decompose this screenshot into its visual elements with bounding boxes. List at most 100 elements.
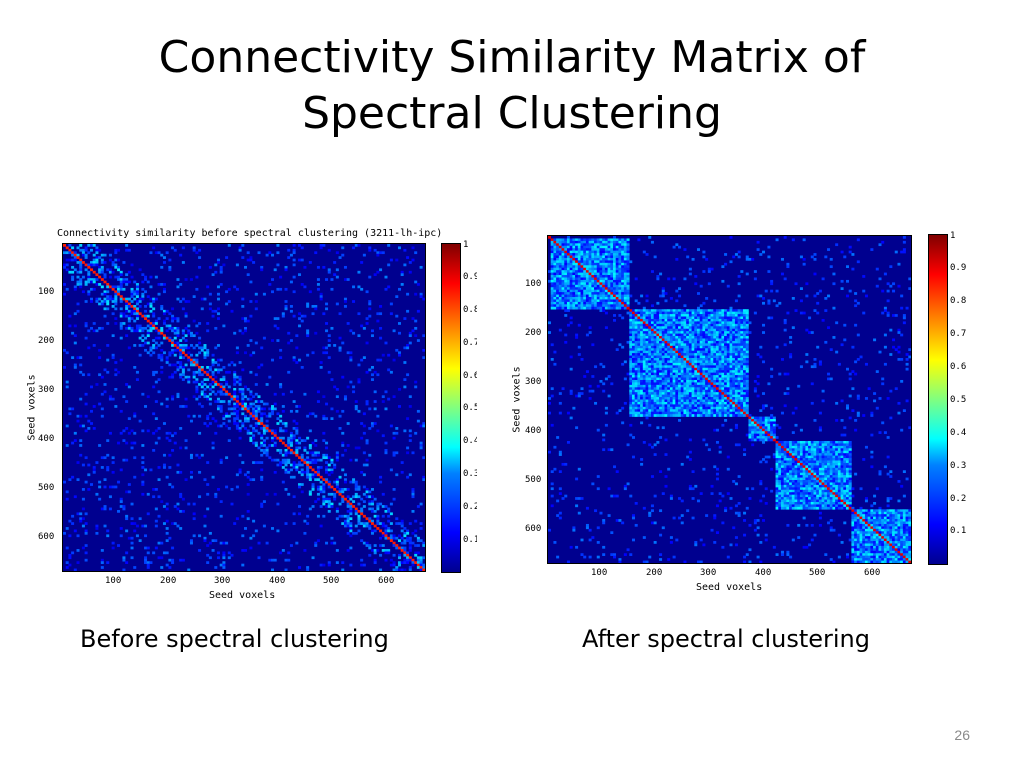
heatmap-cell — [406, 309, 410, 313]
heatmap-cell — [114, 297, 118, 301]
heatmap-cell — [144, 336, 148, 340]
heatmap-cell — [376, 251, 380, 255]
heatmap-cell — [87, 278, 91, 281]
heatmap-cell — [653, 377, 657, 381]
heatmap-cell — [610, 292, 614, 295]
heatmap-cell — [583, 262, 587, 266]
heatmap-cell — [303, 265, 307, 269]
heatmap-cell — [813, 365, 817, 369]
heatmap-cell — [319, 246, 323, 250]
heatmap-cell — [553, 294, 557, 298]
heatmap-cell — [333, 463, 337, 467]
heatmap-cell — [184, 446, 188, 450]
heatmap-cell — [125, 273, 129, 277]
heatmap-cell — [179, 373, 183, 377]
heatmap-cell — [640, 333, 644, 337]
heatmap-cell — [227, 551, 231, 555]
heatmap-cell — [553, 299, 557, 303]
heatmap-cell — [100, 270, 104, 274]
heatmap-cell — [553, 245, 557, 249]
heatmap-cell — [648, 331, 652, 334]
heatmap-cell — [335, 458, 339, 462]
heatmap-cell — [902, 316, 906, 320]
heatmap-cell — [642, 372, 646, 376]
heatmap-cell — [130, 502, 134, 506]
heatmap-cell — [114, 275, 118, 279]
heatmap-cell — [599, 255, 603, 259]
heatmap-cell — [696, 358, 700, 361]
heatmap-cell — [575, 275, 579, 278]
heatmap-cell — [715, 323, 719, 327]
heatmap-cell — [588, 277, 592, 281]
heatmap-cell — [235, 400, 239, 403]
heatmap-cell — [316, 287, 320, 291]
heatmap-cell — [626, 248, 630, 251]
heatmap-cell — [634, 362, 638, 366]
heatmap-cell — [789, 353, 793, 356]
heatmap-cell — [680, 316, 684, 320]
heatmap-cell — [626, 253, 630, 256]
heatmap-cell — [368, 546, 372, 550]
heatmap-cell — [135, 317, 139, 320]
heatmap-cell — [699, 338, 703, 342]
heatmap-cell — [349, 507, 353, 511]
heatmap-cell — [566, 289, 570, 293]
heatmap-cell — [316, 466, 320, 469]
heatmap-cell — [648, 365, 652, 369]
heatmap-cell — [710, 318, 714, 322]
heatmap-cell — [740, 336, 744, 339]
heatmap-cell — [419, 556, 423, 560]
heatmap-cell — [71, 270, 75, 274]
heatmap-cell — [713, 318, 717, 322]
heatmap-cell — [106, 322, 110, 325]
heatmap-cell — [160, 541, 164, 545]
heatmap-cell — [656, 323, 660, 327]
heatmap-cell — [400, 546, 404, 550]
heatmap-cell — [659, 343, 663, 347]
heatmap-cell — [564, 250, 568, 254]
heatmap-cell — [408, 439, 412, 442]
heatmap-cell — [892, 345, 896, 349]
heatmap-cell — [284, 488, 288, 491]
heatmap-cell — [724, 362, 728, 366]
heatmap-cell — [157, 283, 161, 286]
x-tick-200: 200 — [160, 576, 177, 586]
heatmap-cell — [257, 366, 261, 369]
heatmap-cell — [376, 270, 380, 274]
heatmap-cell — [650, 350, 654, 354]
heatmap-cell — [284, 422, 288, 425]
heatmap-cell — [550, 304, 554, 308]
heatmap-cell — [650, 309, 654, 312]
heatmap-cell — [306, 470, 310, 474]
heatmap-cell — [292, 461, 296, 464]
heatmap-cell — [397, 331, 401, 335]
heatmap-cell — [621, 270, 625, 273]
heatmap-cell — [721, 345, 725, 349]
heatmap-cell — [419, 568, 423, 571]
heatmap-cell — [122, 297, 126, 301]
heatmap-cell — [176, 334, 180, 338]
heatmap-cell — [642, 370, 646, 373]
heatmap-cell — [650, 348, 654, 351]
heatmap-cell — [206, 366, 210, 369]
heatmap-cell — [702, 355, 706, 359]
heatmap-cell — [699, 331, 703, 334]
heatmap-cell — [276, 339, 280, 342]
heatmap-cell — [419, 441, 423, 445]
heatmap-cell — [389, 502, 393, 506]
heatmap-cell — [881, 377, 885, 381]
heatmap-cell — [98, 297, 102, 301]
heatmap-cell — [184, 439, 188, 442]
heatmap-cell — [702, 345, 706, 349]
heatmap-cell — [219, 400, 223, 403]
heatmap-cell — [618, 304, 622, 308]
heatmap-cell — [249, 258, 253, 262]
heatmap-cell — [211, 273, 215, 277]
heatmap-cell — [95, 283, 99, 286]
heatmap-cell — [422, 424, 425, 428]
heatmap-cell — [707, 326, 711, 330]
heatmap-cell — [108, 253, 112, 257]
heatmap-cell — [360, 563, 364, 567]
heatmap-cell — [569, 253, 573, 256]
heatmap-cell — [179, 363, 183, 367]
